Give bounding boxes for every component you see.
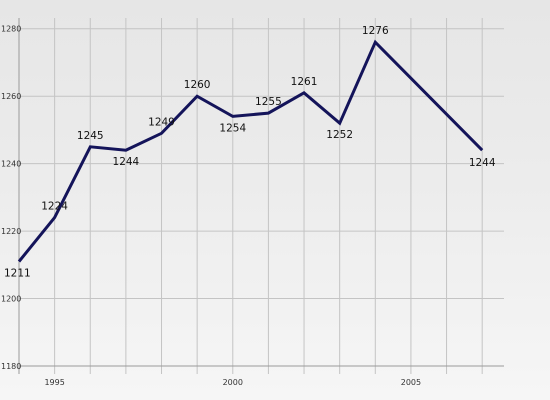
y-tick-label: 1240 xyxy=(1,160,21,169)
data-label: 1249 xyxy=(148,116,175,128)
y-tick-label: 1220 xyxy=(1,227,21,236)
data-label: 1224 xyxy=(41,201,68,213)
data-label: 1211 xyxy=(4,267,31,279)
axis-lines xyxy=(18,18,504,374)
tick-labels: 1180 1200 1220 1240 1260 1280 1995 2000 2005 xyxy=(1,25,421,387)
data-label: 1245 xyxy=(77,130,104,142)
data-label: 1254 xyxy=(219,122,246,134)
x-tick-label: 2000 xyxy=(223,378,243,387)
data-label: 1244 xyxy=(113,156,140,168)
grid-lines xyxy=(18,18,504,374)
data-label: 1276 xyxy=(362,25,389,37)
series-layer xyxy=(17,39,484,263)
y-tick-label: 1200 xyxy=(1,295,21,304)
x-tick-label: 2005 xyxy=(401,378,421,387)
data-label: 1261 xyxy=(291,76,318,88)
series-line xyxy=(17,39,484,263)
data-labels: 1211 1224 1245 1244 1249 1260 1254 1255 1261 1252… xyxy=(4,25,496,279)
y-tick-label: 1280 xyxy=(1,25,21,34)
x-tick-label: 1995 xyxy=(44,378,64,387)
data-label: 1252 xyxy=(326,129,353,141)
y-tick-label: 1260 xyxy=(1,92,21,101)
data-label: 1244 xyxy=(469,157,496,169)
data-label: 1255 xyxy=(255,96,282,108)
data-label: 1260 xyxy=(184,79,211,91)
y-tick-label: 1180 xyxy=(1,362,21,371)
